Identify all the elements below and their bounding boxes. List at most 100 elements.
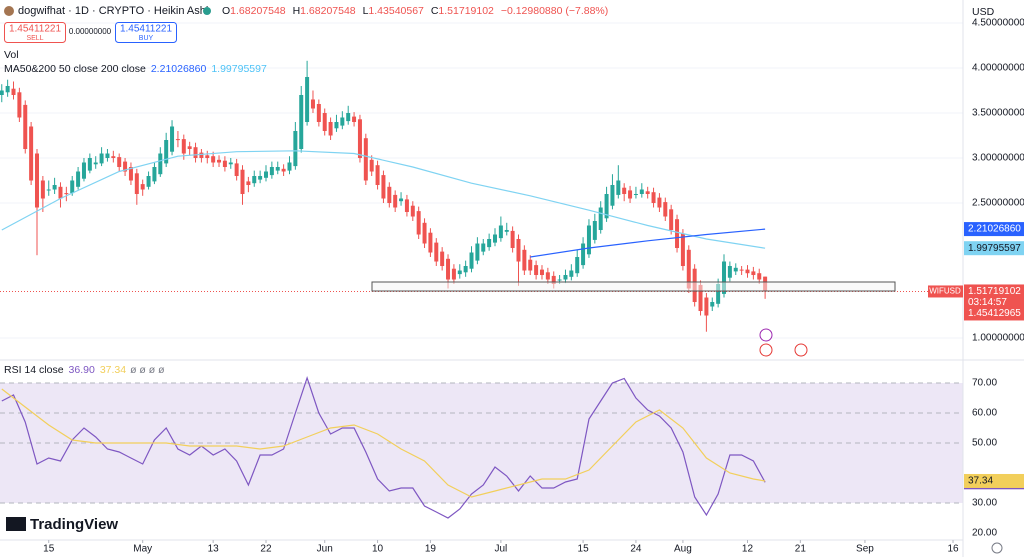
candle-body bbox=[522, 249, 527, 271]
candle-body bbox=[651, 192, 656, 204]
candle-body bbox=[199, 152, 204, 159]
candle-body bbox=[316, 103, 321, 122]
x-tick-label: 24 bbox=[630, 544, 642, 555]
candle-body bbox=[716, 284, 721, 304]
candle-body bbox=[393, 194, 398, 208]
candle-body bbox=[369, 159, 374, 172]
buy-button[interactable] bbox=[115, 22, 177, 43]
candle-body bbox=[352, 116, 357, 122]
candle-body bbox=[604, 194, 609, 219]
candle-body bbox=[363, 138, 368, 181]
candle-body bbox=[628, 190, 633, 199]
x-tick-label: 19 bbox=[425, 544, 437, 555]
range-box[interactable] bbox=[371, 281, 896, 292]
h-label: H bbox=[293, 5, 301, 17]
candle-body bbox=[639, 189, 644, 195]
x-tick-label: May bbox=[133, 544, 152, 555]
candle-body bbox=[663, 202, 668, 217]
candle-body bbox=[581, 243, 586, 266]
candle-body bbox=[387, 186, 392, 204]
candle-body bbox=[510, 230, 515, 249]
event-icon[interactable] bbox=[759, 328, 773, 342]
candle-body bbox=[757, 273, 762, 280]
ohlc: O1.68207548 H1.68207548 L1.43540567 C1.5… bbox=[222, 5, 608, 17]
candle-body bbox=[475, 243, 480, 261]
x-tick-label: Sep bbox=[856, 544, 874, 555]
last-value-tag-bg bbox=[964, 241, 1024, 256]
x-tick-label: 12 bbox=[742, 544, 754, 555]
candle-body bbox=[170, 126, 175, 152]
candle-body bbox=[93, 162, 98, 165]
candle-body bbox=[70, 180, 75, 194]
last-value-tag-bg bbox=[964, 222, 1024, 237]
symbol-tag-bg bbox=[928, 285, 963, 298]
candle-body bbox=[457, 270, 462, 275]
candle-body bbox=[751, 271, 756, 276]
rsi-legend: RSI 14 close 36.90 37.34 ø ø ø ø bbox=[4, 364, 165, 376]
x-tick-label: 15 bbox=[578, 544, 590, 555]
candle-body bbox=[305, 76, 310, 122]
candle-body bbox=[111, 156, 116, 159]
candle-body bbox=[258, 176, 263, 180]
line bbox=[1, 150, 766, 249]
symbol[interactable]: dogwifhat · 1D · CRYPTO · Heikin Ashi bbox=[18, 5, 208, 17]
o-value: 1.68207548 bbox=[230, 5, 286, 17]
candle-body bbox=[422, 222, 427, 244]
candle-body bbox=[346, 112, 351, 122]
candle-body bbox=[52, 185, 57, 190]
y-tick-label: 4.50000000 bbox=[972, 18, 1024, 29]
candle-body bbox=[528, 259, 533, 271]
candle-body bbox=[493, 234, 498, 243]
candle-body bbox=[616, 180, 621, 195]
currency[interactable]: USD bbox=[972, 6, 995, 18]
candle-body bbox=[99, 153, 104, 164]
event-icon[interactable] bbox=[794, 343, 808, 357]
h-value: 1.68207548 bbox=[300, 5, 356, 17]
price-tag-bg bbox=[964, 284, 1024, 321]
x-tick-label: 22 bbox=[260, 544, 272, 555]
line bbox=[1, 376, 766, 519]
candle-body bbox=[217, 159, 222, 163]
candle-body bbox=[281, 168, 286, 172]
x-tick-label: 10 bbox=[372, 544, 384, 555]
sell-button[interactable] bbox=[4, 22, 66, 43]
candle-body bbox=[222, 160, 227, 168]
candle-body bbox=[592, 221, 597, 240]
x-tick-label: 16 bbox=[947, 544, 959, 555]
candle-body bbox=[680, 233, 685, 267]
candle-body bbox=[152, 167, 157, 182]
candle-body bbox=[23, 104, 28, 150]
settings-icon[interactable] bbox=[991, 542, 1003, 554]
candle-body bbox=[557, 279, 562, 281]
brand: TradingView bbox=[30, 516, 118, 533]
candle-body bbox=[416, 211, 421, 235]
marks-layer bbox=[0, 60, 963, 519]
candle-body bbox=[704, 297, 709, 316]
sell-label: SELL bbox=[26, 35, 43, 42]
last-value-tag-bg bbox=[964, 473, 1024, 488]
candle-body bbox=[516, 239, 521, 262]
candle-body bbox=[610, 185, 615, 206]
candle-body bbox=[428, 232, 433, 253]
candle-body bbox=[0, 90, 4, 95]
candle-body bbox=[81, 162, 86, 179]
candle-body bbox=[586, 225, 591, 255]
y-tick-label: 1.00000000 bbox=[972, 333, 1024, 344]
x-tick-label: 21 bbox=[795, 544, 807, 555]
candle-body bbox=[146, 176, 151, 187]
candle-body bbox=[181, 139, 186, 154]
candle-body bbox=[211, 156, 216, 163]
candle-body bbox=[440, 251, 445, 267]
candle-body bbox=[263, 171, 268, 178]
candle-body bbox=[487, 239, 492, 248]
x-tick-label: Aug bbox=[674, 544, 692, 555]
candle-body bbox=[164, 140, 169, 164]
candle-body bbox=[5, 85, 10, 93]
last-value-tag: 1.99795597 bbox=[968, 243, 1021, 254]
event-icon[interactable] bbox=[759, 343, 773, 357]
candle-body bbox=[733, 267, 738, 272]
candle-body bbox=[645, 191, 650, 195]
candle-body bbox=[128, 167, 133, 181]
candle-body bbox=[29, 126, 34, 181]
candle-body bbox=[481, 243, 486, 252]
